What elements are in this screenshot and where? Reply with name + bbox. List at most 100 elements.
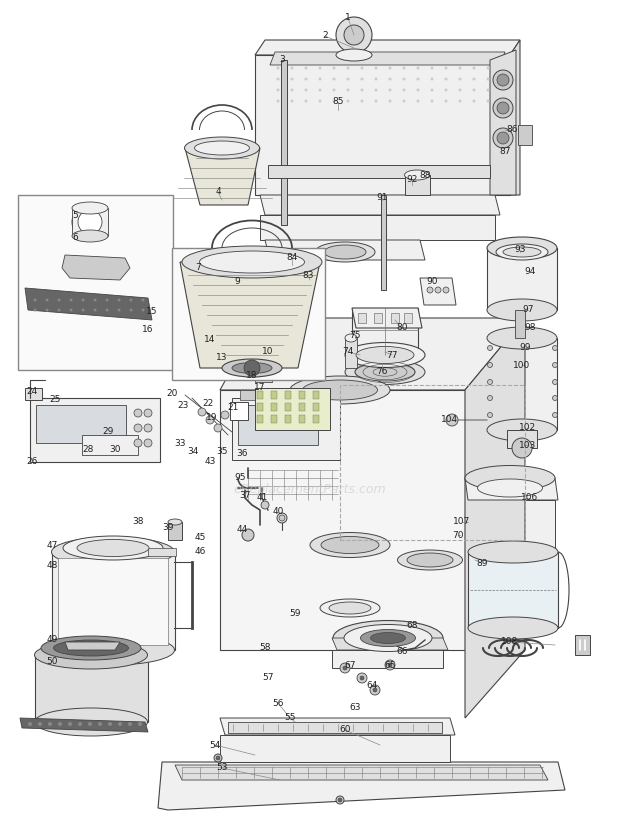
Circle shape xyxy=(552,345,557,350)
Polygon shape xyxy=(238,405,318,445)
Text: 2: 2 xyxy=(322,31,328,40)
Text: 36: 36 xyxy=(236,449,248,458)
Circle shape xyxy=(374,66,378,70)
Circle shape xyxy=(69,298,73,302)
Circle shape xyxy=(277,513,287,523)
Text: 84: 84 xyxy=(286,254,298,262)
Circle shape xyxy=(138,722,142,726)
Circle shape xyxy=(430,66,433,70)
Text: 97: 97 xyxy=(522,306,534,314)
Circle shape xyxy=(130,298,133,302)
Text: 103: 103 xyxy=(520,440,537,449)
Ellipse shape xyxy=(329,602,371,614)
Text: 41: 41 xyxy=(256,493,268,502)
Circle shape xyxy=(343,666,347,670)
Bar xyxy=(257,403,263,411)
Ellipse shape xyxy=(53,640,128,656)
Polygon shape xyxy=(405,175,430,195)
Circle shape xyxy=(304,99,308,102)
Polygon shape xyxy=(332,650,443,668)
Polygon shape xyxy=(62,255,130,280)
Polygon shape xyxy=(575,635,590,655)
Text: 92: 92 xyxy=(406,176,418,185)
Circle shape xyxy=(291,88,293,92)
Polygon shape xyxy=(487,248,557,310)
Text: 13: 13 xyxy=(216,354,228,363)
Circle shape xyxy=(487,396,492,401)
Ellipse shape xyxy=(72,202,108,214)
Ellipse shape xyxy=(487,327,557,349)
Circle shape xyxy=(304,77,308,81)
Circle shape xyxy=(45,308,48,312)
Text: 7: 7 xyxy=(195,264,201,272)
Circle shape xyxy=(58,308,61,312)
Ellipse shape xyxy=(179,337,201,351)
Ellipse shape xyxy=(321,537,379,554)
Polygon shape xyxy=(180,262,320,368)
Circle shape xyxy=(144,409,152,417)
Circle shape xyxy=(81,298,84,302)
Polygon shape xyxy=(332,638,448,650)
Polygon shape xyxy=(175,765,548,780)
Text: 89: 89 xyxy=(476,559,488,568)
Text: 55: 55 xyxy=(284,713,296,722)
Ellipse shape xyxy=(51,537,174,567)
Circle shape xyxy=(472,99,476,102)
Text: 67: 67 xyxy=(344,660,356,669)
Text: 104: 104 xyxy=(441,416,459,424)
Circle shape xyxy=(360,88,363,92)
Circle shape xyxy=(144,424,152,432)
Polygon shape xyxy=(255,55,510,195)
Ellipse shape xyxy=(356,346,414,364)
Circle shape xyxy=(304,88,308,92)
Ellipse shape xyxy=(232,363,272,374)
Text: 14: 14 xyxy=(205,335,216,344)
Circle shape xyxy=(487,380,492,385)
Polygon shape xyxy=(265,240,425,260)
Circle shape xyxy=(427,287,433,293)
Text: 87: 87 xyxy=(499,148,511,156)
Ellipse shape xyxy=(35,708,148,736)
Circle shape xyxy=(319,88,322,92)
Circle shape xyxy=(332,88,335,92)
Circle shape xyxy=(512,438,532,458)
Circle shape xyxy=(291,77,293,81)
Circle shape xyxy=(472,77,476,81)
Circle shape xyxy=(370,685,380,695)
Circle shape xyxy=(445,88,448,92)
Ellipse shape xyxy=(77,539,149,556)
Ellipse shape xyxy=(344,624,432,652)
Ellipse shape xyxy=(468,541,558,563)
Text: 43: 43 xyxy=(205,458,216,466)
Circle shape xyxy=(332,66,335,70)
Circle shape xyxy=(319,99,322,102)
Ellipse shape xyxy=(468,617,558,639)
Text: 50: 50 xyxy=(46,658,58,666)
Circle shape xyxy=(435,287,441,293)
Text: 44: 44 xyxy=(236,526,247,534)
Bar xyxy=(358,313,366,323)
Ellipse shape xyxy=(324,245,366,259)
Circle shape xyxy=(402,77,405,81)
Text: 90: 90 xyxy=(427,277,438,286)
Polygon shape xyxy=(281,60,287,225)
Circle shape xyxy=(389,66,391,70)
Ellipse shape xyxy=(168,519,182,525)
Polygon shape xyxy=(255,388,330,430)
Circle shape xyxy=(94,308,97,312)
Circle shape xyxy=(360,676,364,680)
Polygon shape xyxy=(35,655,148,722)
Circle shape xyxy=(402,88,405,92)
Text: 15: 15 xyxy=(146,307,157,317)
Polygon shape xyxy=(515,310,525,338)
Circle shape xyxy=(459,77,461,81)
Text: 75: 75 xyxy=(349,330,361,339)
Circle shape xyxy=(134,409,142,417)
Circle shape xyxy=(332,99,335,102)
Polygon shape xyxy=(185,148,260,205)
Circle shape xyxy=(487,99,490,102)
Circle shape xyxy=(277,66,280,70)
Polygon shape xyxy=(82,435,138,455)
Ellipse shape xyxy=(336,49,372,61)
Circle shape xyxy=(78,722,82,726)
